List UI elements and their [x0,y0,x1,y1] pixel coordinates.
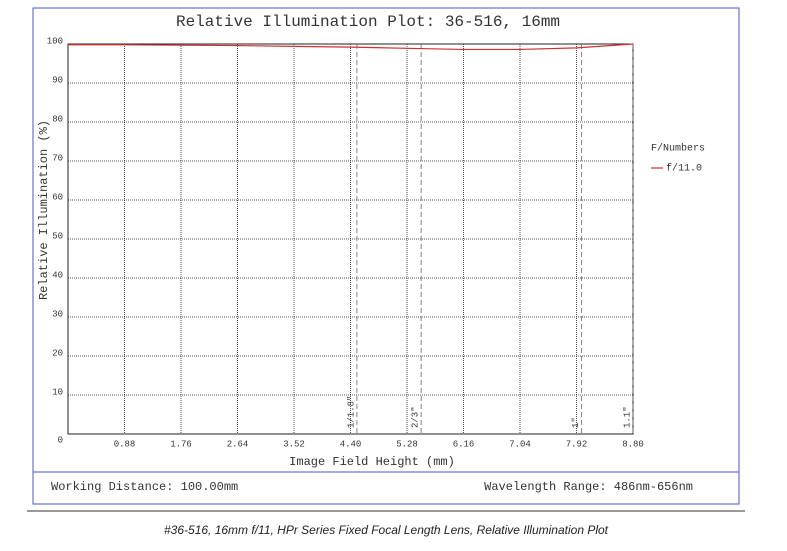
y-tick-label: 90 [52,75,63,85]
sensor-label: 1.1" [622,406,632,428]
x-tick-label: 7.04 [509,439,531,449]
y-tick-label: 50 [52,231,63,241]
caption: #36-516, 16mm f/11, HPr Series Fixed Foc… [164,523,609,537]
y-tick-label: 100 [47,36,63,46]
y-tick-label: 40 [52,270,63,280]
x-tick-label: 7.92 [566,439,588,449]
y-tick-label: 20 [52,348,63,358]
y-tick-label: 10 [52,387,63,397]
working-distance: Working Distance: 100.00mm [51,480,238,494]
legend-label: f/11.0 [666,163,702,175]
frame [32,7,740,505]
y-tick-label: 30 [52,309,63,319]
x-tick-label: 3.52 [283,439,305,449]
y-tick-label: 0 [58,435,63,445]
sensor-label: 1/1.8" [346,396,356,428]
x-tick-label: 6.16 [453,439,475,449]
y-tick-label: 80 [52,114,63,124]
x-tick-label: 0.88 [114,439,136,449]
x-tick-label: 1.76 [170,439,192,449]
y-tick-label: 60 [52,192,63,202]
y-tick-label: 70 [52,153,63,163]
x-axis-label: Image Field Height (mm) [289,455,455,469]
series-line [68,43,634,51]
sensor-label: 2/3" [411,406,421,428]
x-tick-label: 2.64 [227,439,249,449]
x-tick-label: 4.40 [340,439,362,449]
legend-title: F/Numbers [651,143,705,155]
chart-title: Relative Illumination Plot: 36-516, 16mm [176,13,560,31]
wavelength-range: Wavelength Range: 486nm-656nm [484,480,693,494]
sensor-label: 1" [571,417,581,428]
x-tick-label: 5.28 [396,439,418,449]
x-tick-label: 8.80 [622,439,644,449]
y-axis-label: Relative Illumination (%) [37,120,51,300]
